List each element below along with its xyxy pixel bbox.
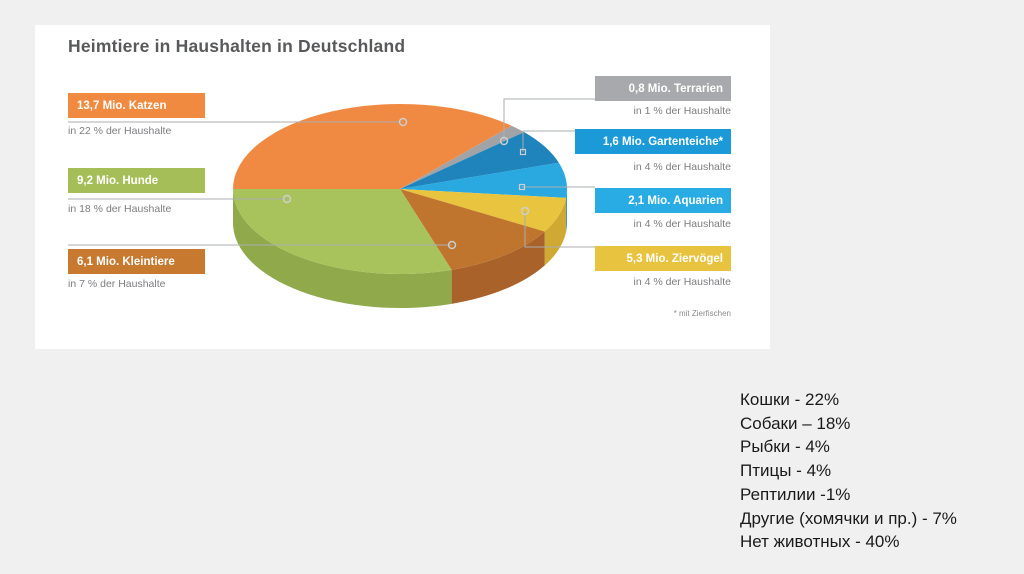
- ziervogel-label: 5,3 Mio. Ziervögel: [626, 252, 724, 265]
- hunde-label: 9,2 Mio. Hunde: [77, 174, 159, 187]
- terrarien-sublabel: in 1 % der Haushalte: [633, 105, 731, 117]
- leader-dot-ziervogel: [520, 206, 530, 216]
- chart-title: Heimtiere in Haushalten in Deutschland: [68, 36, 406, 56]
- annotation-line-birds: Птицы - 4%: [740, 461, 832, 481]
- aquarien-sublabel: in 4 % der Haushalte: [633, 218, 731, 230]
- katzen-sublabel: in 22 % der Haushalte: [68, 125, 172, 137]
- pie-side-aquarien: [566, 189, 567, 232]
- kleintiere-sublabel: in 7 % der Haushalte: [68, 278, 166, 290]
- annotation-line-cats: Кошки - 22%: [740, 390, 840, 409]
- leader-line-terrarien: [503, 98, 595, 141]
- kleintiere-label-box: 6,1 Mio. Kleintiere: [68, 249, 205, 274]
- annotation-line-fish: Рыбки - 4%: [740, 437, 830, 457]
- pie-slice-kleintiere: [400, 189, 545, 270]
- pie-side-kleintiere: [451, 231, 545, 304]
- leader-dot-katzen: [398, 117, 408, 127]
- chart-panel: Heimtiere in Haushalten in Deutschland 1…: [35, 25, 770, 349]
- aquarien-label-box: 2,1 Mio. Aquarien: [595, 188, 731, 213]
- annotation-line-nopets: Нет животных - 40%: [740, 532, 900, 552]
- gartenteiche-label: 1,6 Mio. Gartenteiche*: [602, 135, 723, 148]
- katzen-label-box: 13,7 Mio. Katzen: [68, 93, 205, 118]
- leader-dot-terrarien: [499, 136, 509, 146]
- annotation-line-dogs: Собаки – 18%: [740, 413, 851, 433]
- terrarien-label-box: 0,8 Mio. Terrarien: [595, 76, 731, 101]
- aquarien-label: 2,1 Mio. Aquarien: [628, 194, 723, 207]
- leader-dot-aquarien: [518, 183, 526, 191]
- russian-annotation-block: Кошки - 22% Собаки – 18% Рыбки - 4% Птиц…: [740, 388, 957, 554]
- pie-slice-aquarien: [400, 162, 567, 198]
- gartenteiche-label-box: 1,6 Mio. Gartenteiche*: [575, 129, 731, 154]
- leader-dot-hunde: [282, 194, 292, 204]
- pie-chart-svg: [68, 98, 595, 308]
- gartenteiche-sublabel: in 4 % der Haushalte: [633, 161, 731, 173]
- pie-slice-katzen: [233, 103, 512, 189]
- ziervogel-label-box: 5,3 Mio. Ziervögel: [595, 246, 731, 271]
- hunde-sublabel: in 18 % der Haushalte: [68, 203, 172, 215]
- ziervogel-sublabel: in 4 % der Haushalte: [633, 276, 731, 288]
- annotation-line-reptiles: Рептилии -1%: [740, 484, 851, 504]
- leader-line-gartenteiche: [522, 130, 575, 152]
- chart-footnote: * mit Zierfischen: [673, 309, 731, 318]
- terrarien-label: 0,8 Mio. Terrarien: [628, 82, 723, 95]
- katzen-label: 13,7 Mio. Katzen: [77, 99, 167, 112]
- annotation-line-others: Другие (хомячки и пр.) - 7%: [740, 508, 957, 528]
- leader-line-ziervogel: [524, 211, 595, 248]
- pie-slice-hunde: [233, 189, 452, 274]
- pie-side-ziervogel: [544, 197, 567, 266]
- leader-dot-gartenteiche: [519, 148, 527, 156]
- kleintiere-label: 6,1 Mio. Kleintiere: [77, 255, 175, 268]
- hunde-label-box: 9,2 Mio. Hunde: [68, 168, 205, 193]
- pie-slice-terrarien: [400, 125, 525, 189]
- pie-slice-gartenteiche: [400, 132, 559, 189]
- pie-side-hunde: [233, 189, 452, 308]
- leader-dot-kleintiere: [447, 240, 457, 250]
